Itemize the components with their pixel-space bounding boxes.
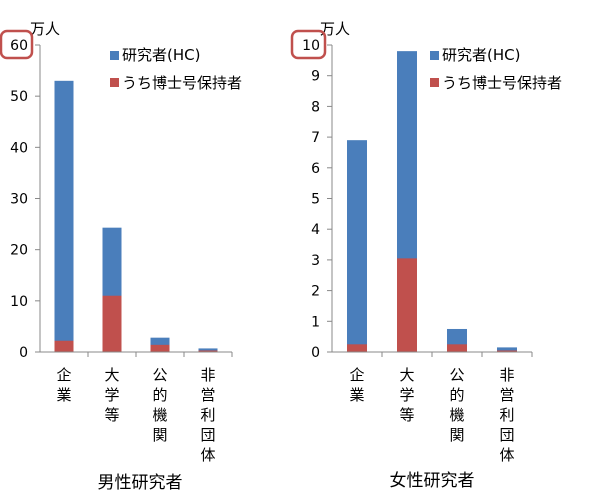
tick-highlight-box	[0, 29, 34, 60]
y-tick-label: 30	[10, 192, 28, 208]
legend: 研究者(HC) うち博士号保持者	[430, 46, 562, 92]
chart-female: 万人 0 1 2 3 4 5 6 7 8 9 10 企業 大学等 公的機関 非営利団体 研究者(HC) う…	[290, 20, 562, 491]
bar-doctorate	[347, 344, 367, 352]
bar-researchers	[54, 80, 74, 353]
y-tick-label: 8	[311, 99, 320, 115]
y-tick-labels: 0 10 20 30 40 50 60	[10, 38, 28, 361]
bars	[54, 80, 218, 353]
category-label: 大学等	[399, 366, 414, 424]
legend-label-doctorate: うち博士号保持者	[122, 74, 242, 92]
y-tick-labels: 0 1 2 3 4 5 6 7 8 9 10	[302, 38, 320, 361]
category-labels: 企業 大学等 公的機関 非営利団体	[349, 366, 514, 464]
y-tick-marks	[327, 44, 332, 353]
y-tick-label: 9	[311, 69, 320, 85]
category-label: 大学等	[104, 366, 119, 424]
y-tick-label: 4	[311, 222, 320, 238]
category-label: 企業	[56, 366, 71, 404]
y-tick-label: 6	[311, 161, 320, 177]
y-tick-label: 2	[311, 284, 320, 300]
bar-doctorate	[198, 350, 218, 352]
bar-researchers	[347, 140, 367, 352]
bar-doctorate	[150, 344, 170, 352]
bar-doctorate	[497, 350, 517, 352]
legend-label-researchers: 研究者(HC)	[122, 46, 200, 64]
x-tick-marks	[381, 352, 533, 357]
y-tick-marks	[35, 44, 40, 353]
bar-doctorate	[54, 340, 74, 352]
chart-male: 万人 0 10 20 30 40 50 60 企業 大学等 公的機関 非営利団体 研究者(HC) …	[0, 20, 242, 493]
bar-doctorate	[102, 295, 122, 352]
legend-swatch-researchers	[430, 51, 439, 60]
y-tick-label: 60	[10, 38, 28, 54]
category-label: 公的機関	[152, 366, 167, 444]
category-labels: 企業 大学等 公的機関 非営利団体	[56, 366, 215, 464]
legend-label-researchers: 研究者(HC)	[442, 46, 520, 64]
legend-swatch-researchers	[110, 51, 119, 60]
y-tick-label: 10	[10, 294, 28, 310]
legend: 研究者(HC) うち博士号保持者	[110, 46, 242, 92]
chart-title: 男性研究者	[98, 473, 183, 493]
legend-swatch-doctorate	[110, 78, 119, 87]
legend-label-doctorate: うち博士号保持者	[442, 74, 562, 92]
y-tick-label: 7	[311, 130, 320, 146]
category-label: 企業	[349, 366, 364, 404]
y-tick-label: 5	[311, 192, 320, 208]
legend-swatch-doctorate	[430, 78, 439, 87]
chart-title: 女性研究者	[390, 471, 475, 491]
category-label: 非営利団体	[200, 366, 215, 464]
x-tick-marks	[87, 352, 233, 357]
unit-label: 万人	[30, 20, 60, 38]
tick-highlight-box	[290, 29, 327, 60]
bars	[347, 51, 517, 352]
y-tick-label: 20	[10, 243, 28, 259]
y-tick-label: 10	[302, 38, 320, 54]
category-label: 公的機関	[449, 366, 464, 444]
y-tick-label: 40	[10, 140, 28, 156]
bar-doctorate	[447, 344, 467, 352]
bar-researchers	[497, 347, 517, 352]
bar-researchers	[198, 348, 218, 352]
y-tick-label: 0	[311, 345, 320, 361]
bar-doctorate	[397, 258, 417, 352]
y-tick-label: 3	[311, 253, 320, 269]
unit-label: 万人	[320, 20, 350, 38]
y-tick-label: 0	[19, 345, 28, 361]
category-label: 非営利団体	[499, 366, 514, 464]
y-tick-label: 1	[311, 314, 320, 330]
y-tick-label: 50	[10, 89, 28, 105]
